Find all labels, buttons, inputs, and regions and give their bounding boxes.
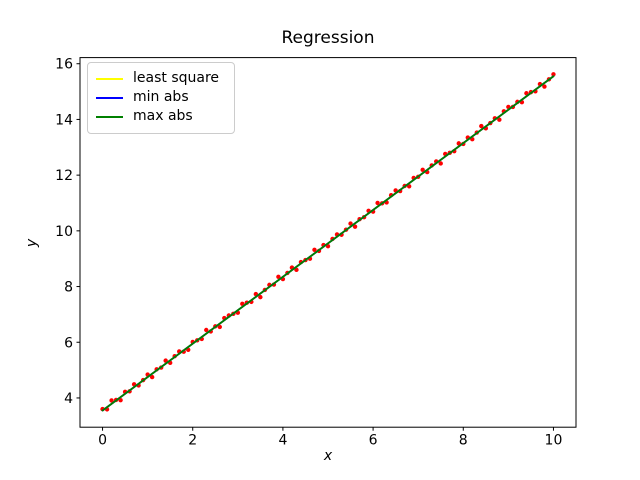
y-tick-label: 8 [64,280,73,296]
chart-title: Regression [281,28,375,48]
scatter-point [348,221,353,226]
max-abs-line-swatch [96,115,123,118]
scatter-point [118,397,123,403]
scatter-point [312,247,317,252]
scatter-point [438,161,443,166]
y-tick-label: 4 [64,391,73,407]
y-axis-label: y [24,238,40,248]
scatter-point [375,200,380,206]
legend-item-min-abs: min abs [96,88,226,107]
x-axis-label: x [323,448,333,464]
scatter-point [551,72,556,77]
scatter-point [276,274,281,279]
x-tick-label: 2 [188,433,197,449]
y-tick-label: 14 [55,112,73,128]
scatter-point [240,301,245,307]
legend: least square min abs max abs [87,62,235,134]
legend-item-least-square: least square [96,69,226,88]
scatter-point [420,167,425,173]
legend-item-max-abs: max abs [96,107,226,126]
scatter-point [479,123,484,129]
x-tick-label: 6 [369,433,378,449]
scatter-point [149,374,155,380]
scatter-point [542,84,547,89]
scatter-point [406,184,412,189]
legend-label: min abs [133,89,189,105]
x-tick-label: 4 [278,433,287,449]
scatter-point [163,358,168,363]
x-tick-label: 8 [459,433,468,449]
scatter-point [204,327,209,333]
y-tick-label: 12 [55,168,73,184]
y-tick-label: 16 [55,57,73,73]
scatter-point [497,117,502,122]
scatter-point [258,294,263,300]
regression-line-max-abs [101,75,555,412]
scatter-point [217,324,222,330]
x-tick-label: 0 [98,433,107,449]
x-tick-label: 10 [545,433,563,449]
scatter-point [294,267,299,273]
y-tick-label: 6 [64,335,73,351]
legend-label: max abs [133,108,193,124]
scatter-point [352,224,358,229]
scatter-point [109,398,114,403]
scatter-point [456,141,461,146]
y-tick-label: 10 [55,224,73,240]
scatter-point [524,91,529,96]
legend-label: least square [133,70,220,86]
min-abs-line-swatch [96,96,123,99]
least-square-line-swatch [96,77,123,80]
